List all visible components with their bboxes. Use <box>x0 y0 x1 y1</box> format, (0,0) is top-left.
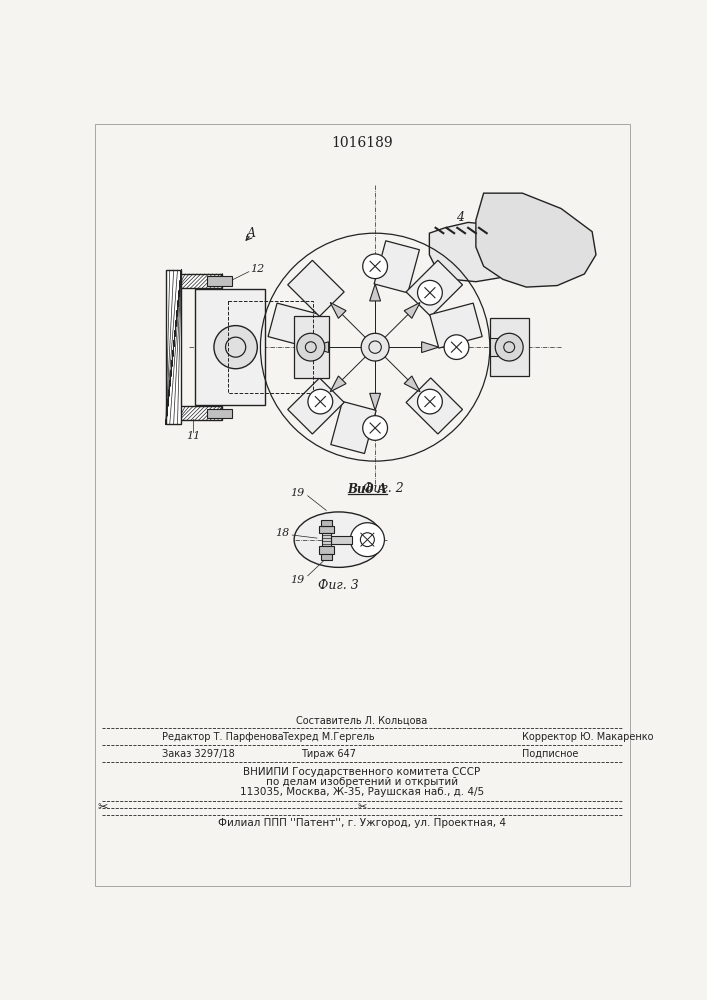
Polygon shape <box>370 393 380 410</box>
Bar <box>331 536 352 544</box>
Circle shape <box>363 254 387 279</box>
Polygon shape <box>288 260 344 316</box>
Polygon shape <box>331 401 376 454</box>
Text: 18: 18 <box>275 528 289 538</box>
Text: ✂: ✂ <box>357 803 367 813</box>
Text: Подписное: Подписное <box>522 749 579 759</box>
Polygon shape <box>404 376 420 392</box>
Text: по делам изобретений и открытий: по делам изобретений и открытий <box>266 777 458 787</box>
Text: Корректор Ю. Макаренко: Корректор Ю. Макаренко <box>522 732 654 742</box>
Polygon shape <box>330 376 346 392</box>
Bar <box>319 526 334 533</box>
Circle shape <box>444 335 469 359</box>
Text: Составитель Л. Кольцова: Составитель Л. Кольцова <box>296 716 428 726</box>
Polygon shape <box>370 284 380 301</box>
Polygon shape <box>476 193 596 287</box>
Circle shape <box>418 389 443 414</box>
Text: 4: 4 <box>457 211 464 224</box>
Polygon shape <box>406 378 462 434</box>
Bar <box>293 316 329 378</box>
Text: Вид A: Вид A <box>348 483 387 496</box>
Polygon shape <box>430 303 482 348</box>
Text: 19: 19 <box>291 488 305 498</box>
Polygon shape <box>312 342 329 353</box>
Text: 113035, Москва, Ж-35, Раушская наб., д. 4/5: 113035, Москва, Ж-35, Раушская наб., д. … <box>240 787 484 797</box>
Text: Редактор Т. Парфенова: Редактор Т. Парфенова <box>162 732 284 742</box>
Text: 11: 11 <box>186 431 200 441</box>
Bar <box>490 318 529 376</box>
Polygon shape <box>268 303 320 348</box>
Polygon shape <box>288 378 344 434</box>
Text: 19: 19 <box>291 575 305 585</box>
Polygon shape <box>429 222 530 282</box>
Text: Техред М.Гергель: Техред М.Гергель <box>282 732 375 742</box>
Bar <box>177 274 223 288</box>
Circle shape <box>214 326 257 369</box>
Text: 1016189: 1016189 <box>331 136 393 150</box>
Text: Тираж 647: Тираж 647 <box>301 749 356 759</box>
Circle shape <box>418 280 443 305</box>
Text: Заказ 3297/18: Заказ 3297/18 <box>162 749 235 759</box>
Circle shape <box>495 333 523 361</box>
Polygon shape <box>421 342 438 353</box>
Bar <box>322 533 331 546</box>
Polygon shape <box>404 303 420 318</box>
Text: ВНИИПИ Государственного комитета СССР: ВНИИПИ Государственного комитета СССР <box>243 767 481 777</box>
Text: A: A <box>247 227 256 240</box>
Polygon shape <box>330 303 346 318</box>
Bar <box>321 554 332 560</box>
Text: ✂: ✂ <box>97 801 107 814</box>
Circle shape <box>351 523 385 557</box>
Bar <box>319 546 334 554</box>
Bar <box>490 338 498 356</box>
Ellipse shape <box>294 512 383 567</box>
Bar <box>166 270 182 424</box>
Bar <box>228 301 313 393</box>
Circle shape <box>361 333 389 361</box>
Bar <box>321 520 332 526</box>
Circle shape <box>363 416 387 440</box>
Text: Фиг. 3: Фиг. 3 <box>318 579 359 592</box>
Circle shape <box>308 389 333 414</box>
Circle shape <box>297 333 325 361</box>
Polygon shape <box>374 241 419 293</box>
Text: Филиал ППП ''Патент'', г. Ужгород, ул. Проектная, 4: Филиал ППП ''Патент'', г. Ужгород, ул. П… <box>218 818 506 828</box>
Bar <box>177 406 223 420</box>
Bar <box>207 409 232 418</box>
Text: Фиг. 2: Фиг. 2 <box>363 482 403 495</box>
Bar <box>207 276 232 286</box>
Bar <box>195 289 265 405</box>
Text: 12: 12 <box>250 264 264 274</box>
Polygon shape <box>406 260 462 316</box>
